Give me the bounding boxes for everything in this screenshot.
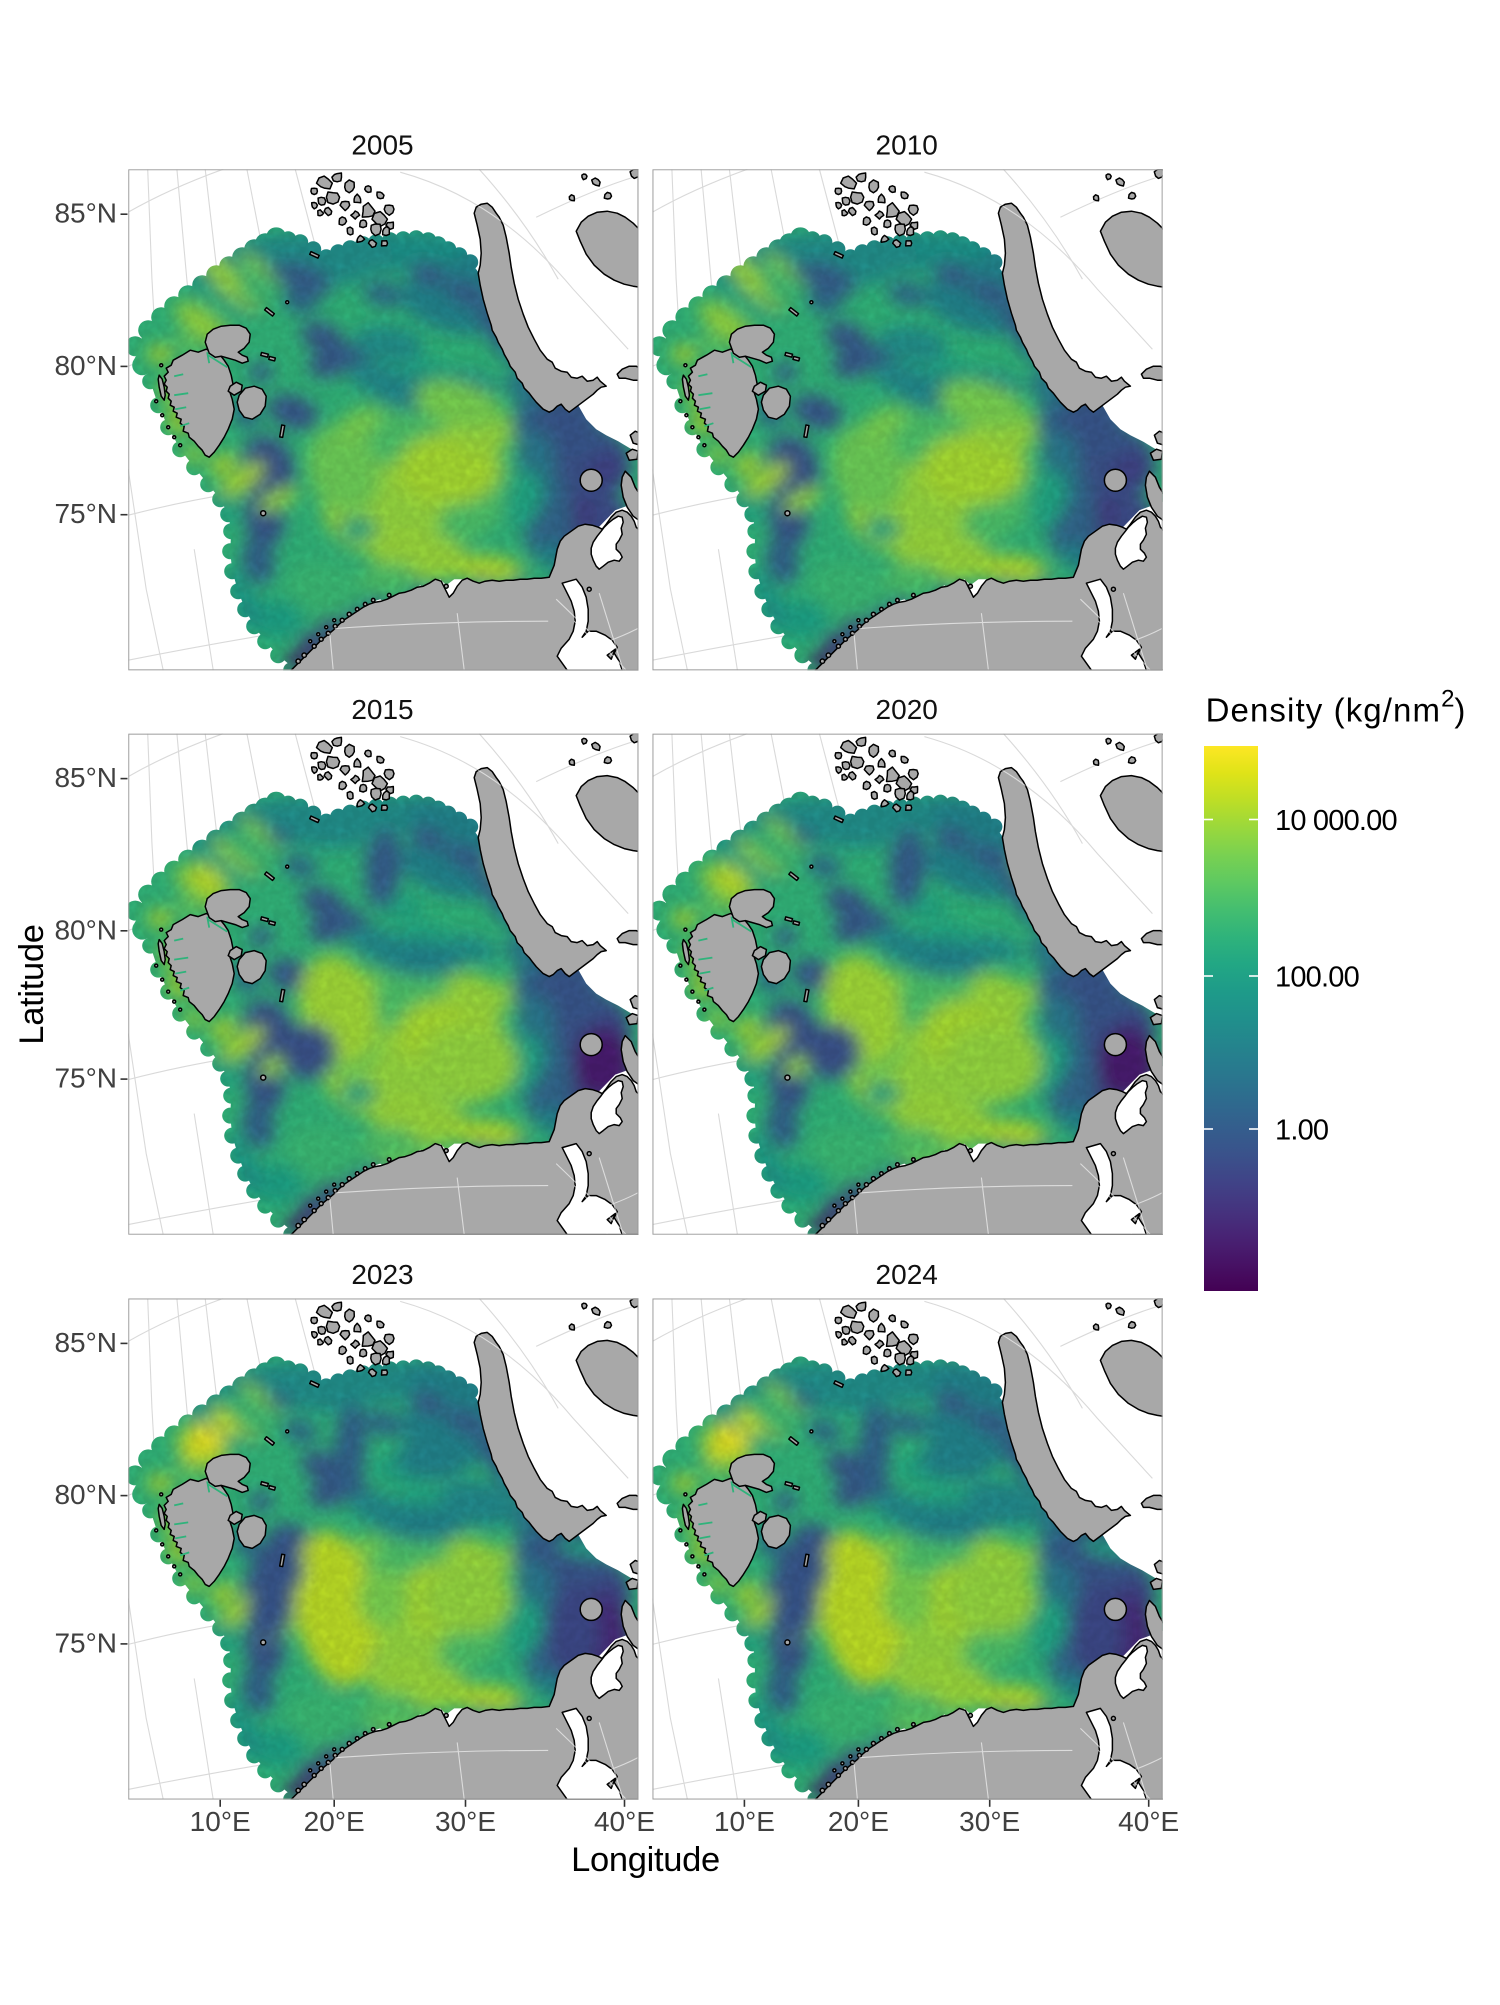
- svg-text:75°N: 75°N: [54, 1627, 117, 1658]
- svg-text:80°N: 80°N: [54, 914, 117, 945]
- svg-text:2023: 2023: [351, 1259, 413, 1290]
- svg-text:40°E: 40°E: [1118, 1806, 1179, 1837]
- svg-text:85°N: 85°N: [54, 1327, 117, 1358]
- svg-text:20°E: 20°E: [828, 1806, 889, 1837]
- svg-text:85°N: 85°N: [54, 198, 117, 229]
- svg-text:10°E: 10°E: [714, 1806, 775, 1837]
- svg-text:100.00: 100.00: [1275, 962, 1359, 994]
- svg-text:Density (kg/nm2): Density (kg/nm2): [1206, 685, 1466, 728]
- svg-text:30°E: 30°E: [959, 1806, 1020, 1837]
- svg-text:75°N: 75°N: [54, 498, 117, 529]
- svg-text:1.00: 1.00: [1275, 1115, 1328, 1147]
- svg-text:2024: 2024: [876, 1259, 938, 1290]
- svg-text:10°E: 10°E: [190, 1806, 251, 1837]
- svg-text:75°N: 75°N: [54, 1063, 117, 1094]
- svg-text:30°E: 30°E: [435, 1806, 496, 1837]
- svg-text:10 000.00: 10 000.00: [1275, 805, 1397, 837]
- svg-text:2015: 2015: [351, 694, 413, 725]
- svg-text:40°E: 40°E: [594, 1806, 655, 1837]
- svg-text:Longitude: Longitude: [571, 1841, 720, 1879]
- svg-text:20°E: 20°E: [304, 1806, 365, 1837]
- svg-text:85°N: 85°N: [54, 762, 117, 793]
- svg-text:Latitude: Latitude: [13, 924, 51, 1044]
- svg-text:2005: 2005: [351, 130, 413, 161]
- svg-text:80°N: 80°N: [54, 1479, 117, 1510]
- svg-text:2010: 2010: [876, 130, 938, 161]
- svg-text:80°N: 80°N: [54, 350, 117, 381]
- svg-text:2020: 2020: [876, 694, 938, 725]
